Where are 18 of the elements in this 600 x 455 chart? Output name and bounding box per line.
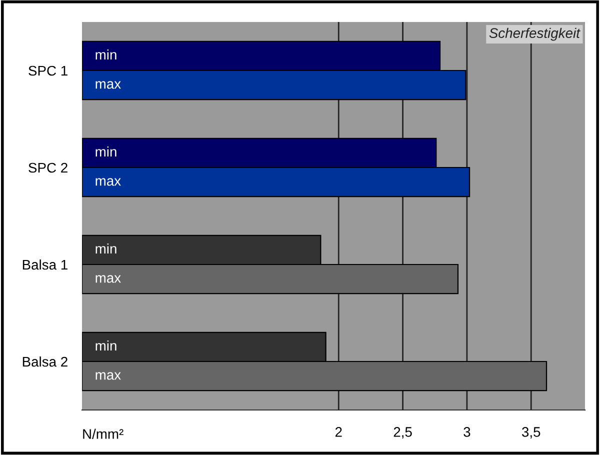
text: max	[96, 275, 121, 283]
x-tick-label: 3	[464, 427, 470, 437]
x-tick-label: 2	[335, 427, 342, 437]
y-tick-label: Balsa 2	[22, 356, 68, 367]
series-label: min	[96, 146, 116, 157]
y-tick-label: SPC 2	[28, 162, 68, 173]
x-tick-label: 3,5	[522, 427, 540, 439]
text: max	[96, 81, 121, 89]
x-axis-title: N/mm²	[83, 428, 124, 439]
text: max	[96, 372, 121, 380]
text: min	[96, 340, 116, 351]
x-tick-label: 2,5	[394, 427, 412, 439]
text: min	[96, 49, 116, 60]
y-tick-label: Balsa 1	[22, 259, 68, 270]
series-label: max	[96, 178, 121, 186]
y-tick-label: SPC 1	[28, 66, 68, 76]
chart-title: Scherfestigkeit	[489, 28, 580, 41]
text: min	[96, 243, 116, 254]
